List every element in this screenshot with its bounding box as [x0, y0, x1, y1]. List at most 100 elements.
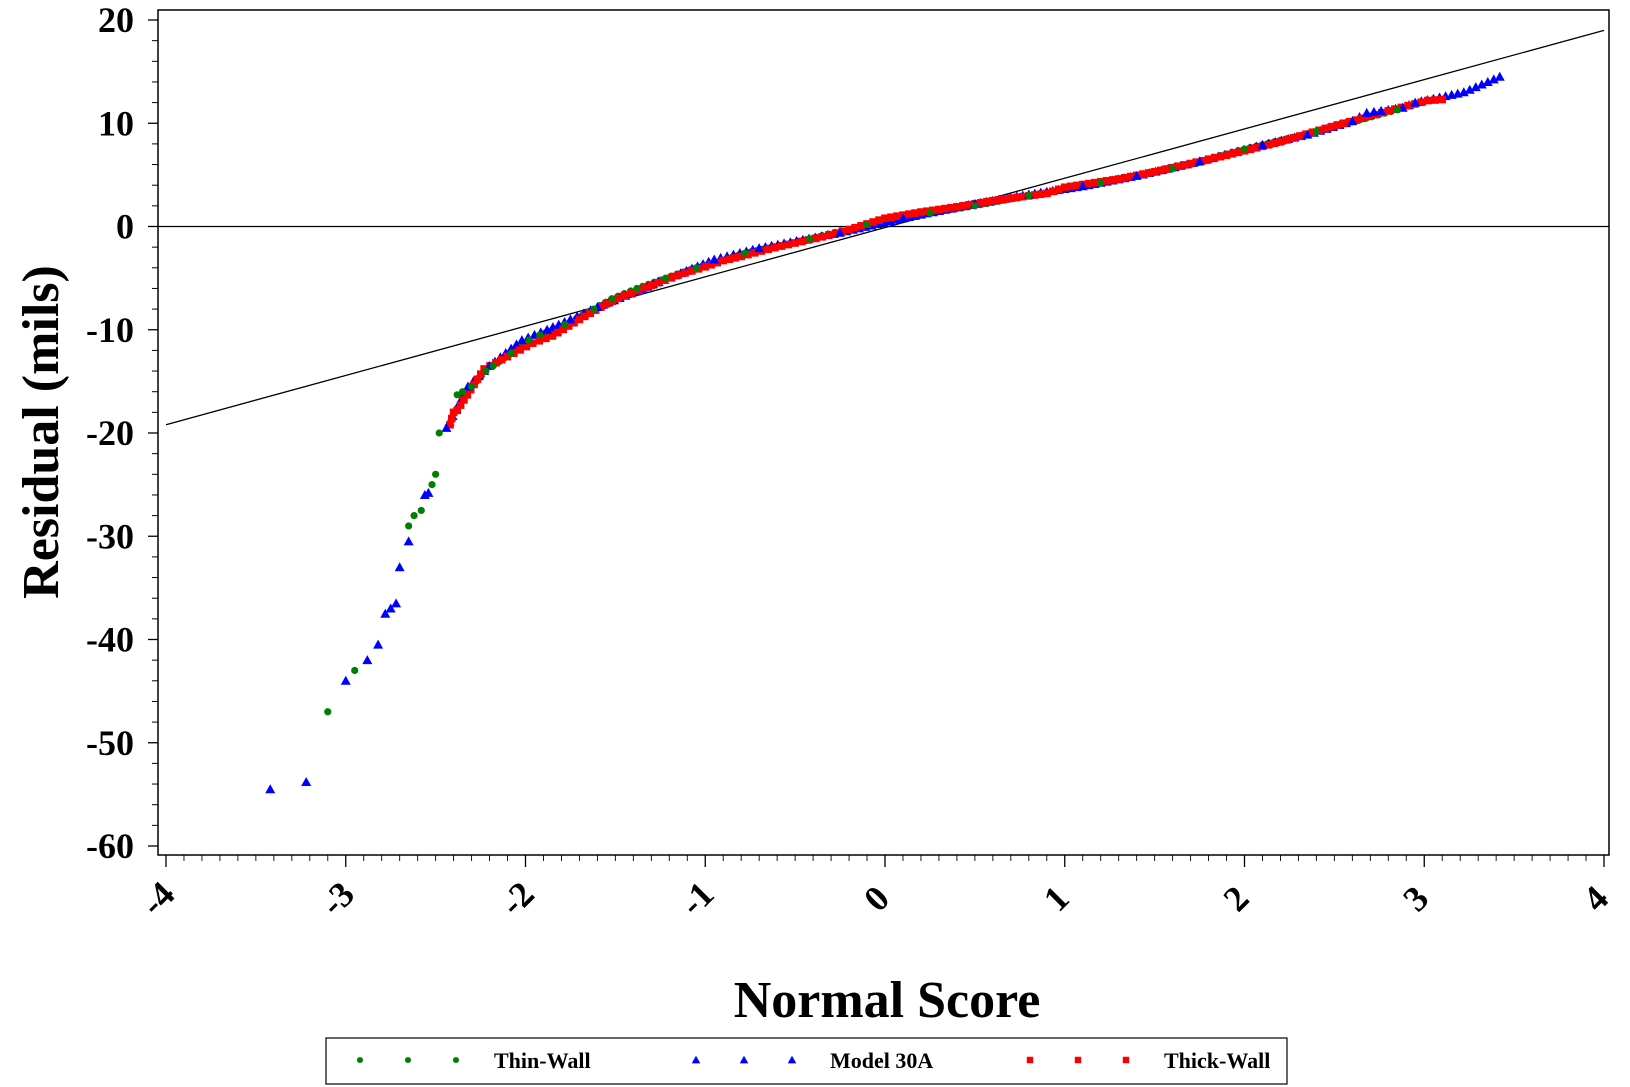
data-point-thick-wall: [1295, 132, 1304, 140]
data-point-thick-wall: [1019, 192, 1027, 201]
data-point-thin-wall: [410, 511, 418, 520]
data-point-thick-wall: [1138, 170, 1147, 178]
data-point-thick-wall: [1180, 161, 1189, 169]
legend-marker: [1074, 1056, 1082, 1064]
legend-label: Model 30A: [830, 1048, 933, 1073]
data-points: [265, 71, 1505, 794]
data-point-model-30a: [391, 598, 402, 608]
legend-marker: [452, 1056, 460, 1064]
legend-marker: [404, 1056, 412, 1064]
data-point-thick-wall: [750, 249, 759, 257]
data-point-thick-wall: [1042, 189, 1051, 198]
data-point-thin-wall: [692, 264, 700, 272]
data-point-thick-wall: [473, 375, 482, 384]
data-point-thick-wall: [1270, 139, 1279, 148]
data-point-thin-wall: [1240, 145, 1249, 153]
data-point-model-30a: [565, 314, 576, 324]
data-point-model-30a: [1376, 105, 1387, 115]
data-point-thin-wall: [467, 382, 476, 391]
data-point-thick-wall: [1090, 178, 1099, 187]
data-point-model-30a: [403, 536, 414, 546]
data-point-thick-wall: [446, 420, 454, 429]
data-point-model-30a: [1464, 84, 1475, 94]
data-point-thick-wall: [614, 294, 623, 303]
data-point-thick-wall: [1150, 167, 1159, 176]
data-point-thick-wall: [654, 278, 662, 287]
legend-items: Thin-Wall Model 30A Thick-Wall: [356, 1048, 1270, 1073]
data-point-model-30a: [301, 776, 312, 786]
x-tick-label: -1: [672, 874, 721, 923]
data-point-thick-wall: [1072, 181, 1081, 190]
data-point-thick-wall: [764, 245, 772, 254]
data-point-model-30a: [1476, 79, 1487, 89]
data-point-thick-wall: [1204, 155, 1213, 164]
data-point-thick-wall: [1036, 190, 1045, 199]
data-point-model-30a: [1302, 129, 1313, 139]
data-point-model-30a: [265, 784, 276, 794]
data-point-thick-wall: [1108, 176, 1117, 184]
data-point-thick-wall: [602, 300, 611, 308]
data-point-thin-wall: [507, 349, 515, 358]
legend-item-model-30a: Model 30A: [691, 1048, 933, 1073]
data-point-model-30a: [373, 639, 384, 649]
data-point-thick-wall: [1234, 148, 1243, 157]
data-point-thin-wall: [489, 362, 497, 370]
data-point-thick-wall: [1210, 154, 1219, 162]
data-point-thick-wall: [977, 198, 985, 207]
x-tick-label: -3: [313, 874, 362, 923]
data-point-thin-wall: [1393, 106, 1401, 114]
data-point-thick-wall: [647, 281, 656, 290]
data-point-thick-wall: [1102, 177, 1111, 185]
legend-box: [325, 1037, 1288, 1085]
data-point-thin-wall: [432, 470, 440, 478]
data-point-model-30a: [1470, 82, 1481, 92]
data-point-model-30a: [1361, 107, 1372, 117]
data-point-thick-wall: [887, 213, 895, 222]
data-point-thick-wall: [627, 289, 635, 297]
data-point-thick-wall: [818, 233, 826, 241]
data-point-thick-wall: [1084, 179, 1093, 188]
legend-marker: [1026, 1056, 1034, 1064]
data-point-model-30a: [516, 335, 527, 345]
data-point-model-30a: [1131, 170, 1142, 180]
data-point-model-30a: [1458, 87, 1469, 97]
data-point-thick-wall: [881, 214, 889, 223]
data-point-thick-wall: [1001, 195, 1009, 203]
legend-marker: [739, 1055, 749, 1064]
data-point-thick-wall: [674, 271, 683, 279]
data-point-thick-wall: [1333, 121, 1342, 129]
data-point-thin-wall: [324, 708, 332, 716]
data-point-model-30a: [1482, 76, 1493, 86]
data-point-thick-wall: [1283, 136, 1291, 144]
y-tick-label: 20: [98, 0, 134, 40]
data-point-thin-wall: [1097, 179, 1105, 187]
data-point-thick-wall: [905, 210, 913, 218]
data-point-thick-wall: [687, 267, 696, 275]
data-point-thick-wall: [1438, 95, 1447, 104]
data-point-thick-wall: [869, 218, 877, 226]
data-point-thick-wall: [1222, 151, 1231, 160]
x-axis-title: Normal Score: [734, 972, 1041, 1029]
data-point-thick-wall: [1404, 101, 1412, 110]
data-point-thick-wall: [503, 352, 512, 361]
data-point-thick-wall: [1120, 174, 1129, 182]
legend-marker: [787, 1055, 797, 1064]
data-point-thick-wall: [791, 239, 799, 247]
x-tick-label: 4: [1575, 878, 1616, 919]
data-point-thick-wall: [959, 202, 967, 210]
data-point-thick-wall: [597, 303, 605, 311]
data-point-model-30a: [394, 562, 405, 572]
data-point-thick-wall: [1007, 194, 1015, 203]
plot-frame: [157, 9, 1610, 856]
data-point-model-30a: [340, 675, 351, 685]
data-point-thick-wall: [1162, 165, 1171, 173]
y-tick-label: -10: [86, 310, 134, 350]
data-point-thick-wall: [777, 242, 786, 250]
data-point-thick-wall: [1384, 107, 1393, 115]
data-point-thin-wall: [428, 481, 436, 489]
legend-marker: [356, 1056, 364, 1064]
data-point-thick-wall: [1431, 96, 1439, 104]
data-point-thick-wall: [784, 240, 793, 249]
data-point-thick-wall: [1339, 119, 1348, 128]
y-tick-label: -20: [86, 413, 134, 453]
